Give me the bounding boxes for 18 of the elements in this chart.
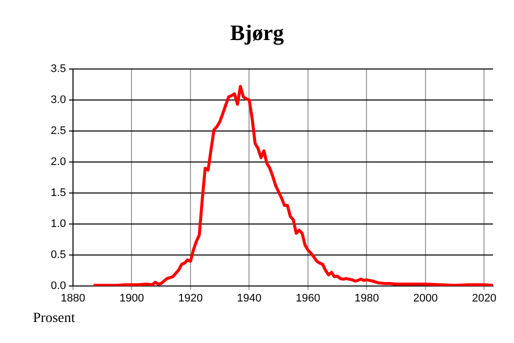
x-tick-label: 1920 bbox=[178, 292, 203, 305]
x-tick-label: 2020 bbox=[472, 292, 496, 305]
x-tick-label: 1960 bbox=[296, 292, 320, 305]
x-tick-label: 1940 bbox=[236, 292, 262, 305]
y-tick-label: 0.0 bbox=[50, 280, 66, 292]
chart-title: Bjørg bbox=[229, 20, 285, 46]
y-tick-label: 3.5 bbox=[50, 63, 66, 76]
x-tick-label: 1880 bbox=[60, 292, 86, 305]
y-tick-label: 1.0 bbox=[50, 218, 66, 230]
y-tick-label: 2.0 bbox=[50, 156, 66, 168]
y-tick-label: 0.5 bbox=[50, 249, 66, 262]
y-tick-label: 3.0 bbox=[50, 94, 66, 106]
y-tick-label: 2.5 bbox=[50, 125, 66, 138]
x-tick-label: 1980 bbox=[354, 292, 379, 305]
y-axis-title: Prosent bbox=[33, 311, 75, 327]
x-tick-label: 1900 bbox=[120, 292, 144, 305]
y-tick-label: 1.5 bbox=[50, 187, 66, 200]
x-tick-label: 2000 bbox=[413, 292, 438, 305]
